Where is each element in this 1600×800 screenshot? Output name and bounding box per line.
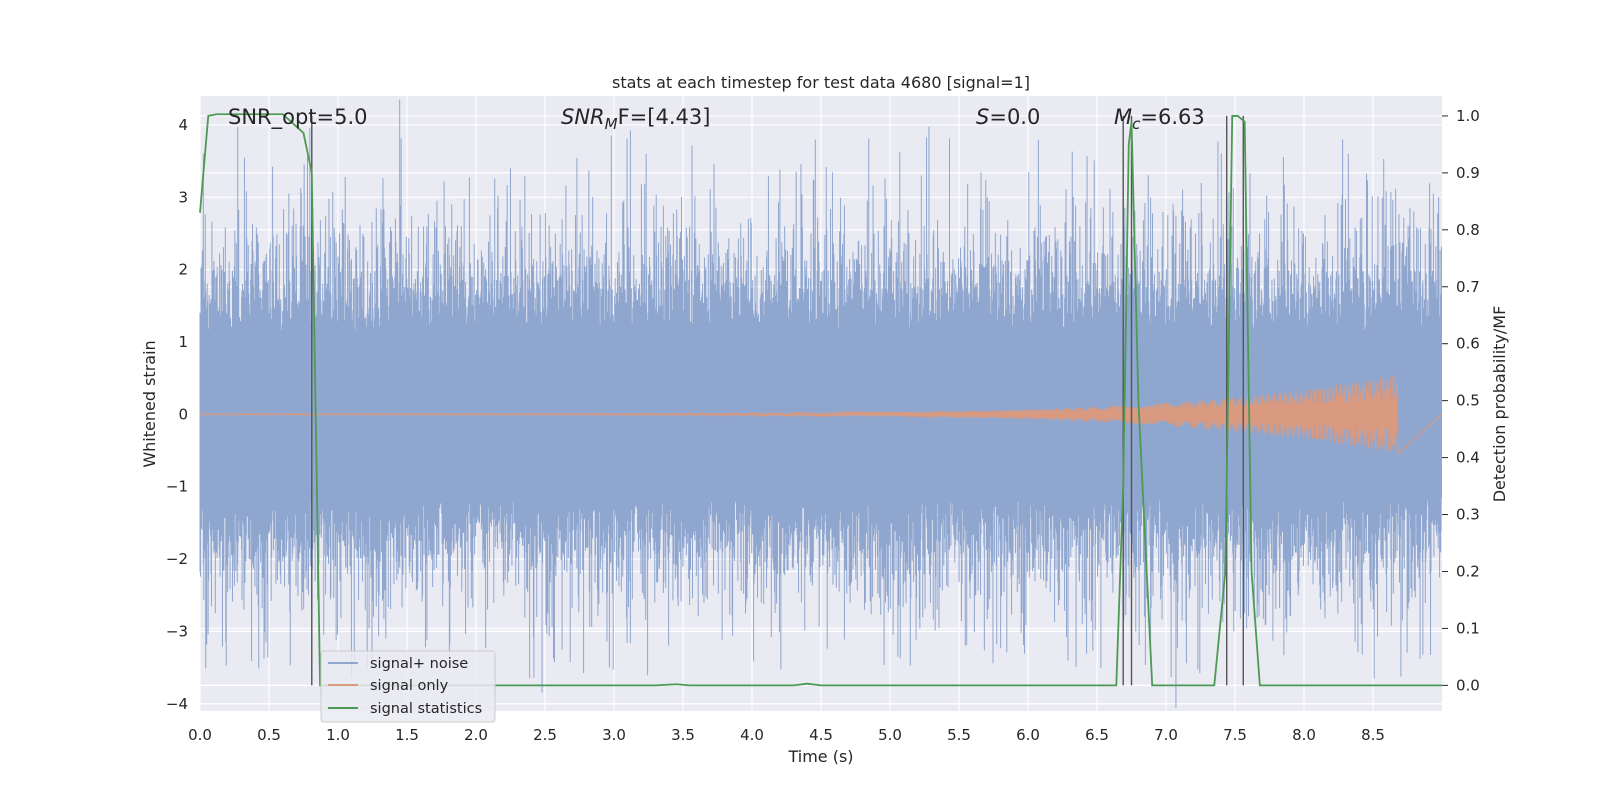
left-y-tick-labels: 4 3 2 1 0 −1 −2 −3 −4 <box>166 116 188 713</box>
legend-label-signal-only: signal only <box>370 678 449 694</box>
x-tick-label: 2.0 <box>464 726 488 744</box>
x-tick-label: 1.5 <box>395 726 419 744</box>
right-y-tick-label: 0.0 <box>1456 676 1480 694</box>
annotation-s: S=0.0 <box>976 105 1040 129</box>
x-tick-label: 4.5 <box>809 726 833 744</box>
legend-label-signal-noise: signal+ noise <box>370 656 468 672</box>
right-y-tick-label: 0.7 <box>1456 278 1480 296</box>
x-axis-label: Time (s) <box>787 747 853 766</box>
mc-symbol: M <box>1114 105 1132 129</box>
right-y-tick-label: 1.0 <box>1456 107 1480 125</box>
s-value: =0.0 <box>989 105 1040 129</box>
left-y-tick-label: −4 <box>166 695 188 713</box>
series-signal-statistics <box>199 113 1442 687</box>
s-symbol: S <box>976 105 989 129</box>
probability-trace <box>199 113 1442 687</box>
annotation-snr-opt: SNR_opt=5.0 <box>228 105 368 130</box>
left-y-tick-label: 3 <box>178 188 188 206</box>
x-tick-label: 7.5 <box>1223 726 1247 744</box>
right-y-tick-label: 0.9 <box>1456 164 1480 182</box>
right-y-tick-label: 0.6 <box>1456 335 1480 353</box>
x-tick-label: 2.5 <box>533 726 557 744</box>
x-tick-label: 6.0 <box>1016 726 1040 744</box>
legend-label-signal-statistics: signal statistics <box>370 701 482 717</box>
series-signal-only <box>199 375 1443 456</box>
x-tick-label: 8.5 <box>1361 726 1385 744</box>
x-tick-label: 0.0 <box>188 726 212 744</box>
left-y-tick-label: 4 <box>178 116 188 134</box>
right-y-tick-label: 0.3 <box>1456 506 1480 524</box>
left-y-tick-label: −1 <box>166 478 188 496</box>
left-y-tick-label: 2 <box>178 261 188 279</box>
right-y-tick-label: 0.1 <box>1456 619 1480 637</box>
x-tick-label: 4.0 <box>740 726 764 744</box>
x-tick-label: 5.0 <box>878 726 902 744</box>
legend-box <box>320 650 496 723</box>
x-tick-labels: 0.0 0.5 1.0 1.5 2.0 2.5 3.0 3.5 4.0 4.5 5.0 5.5 6.0 6… <box>188 726 1385 744</box>
right-y-tick-label: 0.5 <box>1456 392 1480 410</box>
snr-mf-value: F=[4.43] <box>618 105 711 129</box>
chart-title: stats at each timestep for test data 468… <box>612 73 1030 92</box>
mc-subscript: c <box>1132 115 1141 133</box>
x-tick-label: 3.5 <box>671 726 695 744</box>
x-tick-label: 0.5 <box>257 726 281 744</box>
x-tick-label: 6.5 <box>1085 726 1109 744</box>
chirp-trace <box>199 375 1443 456</box>
right-y-tick-label: 0.2 <box>1456 562 1480 580</box>
annotation-mc: Mc=6.63 <box>1114 105 1205 133</box>
left-y-tick-label: −2 <box>166 550 188 568</box>
left-y-tick-label: 1 <box>178 333 188 351</box>
right-y-tick-labels: 1.0 0.9 0.8 0.7 0.6 0.5 0.4 0.3 0.2 0.1 0.0 <box>1442 107 1480 694</box>
snr-mf-subscript: M <box>605 115 618 133</box>
annotation-snr-mf: SNRMF=[4.43] <box>561 105 710 133</box>
right-y-tick-label: 0.8 <box>1456 221 1480 239</box>
right-y-tick-label: 0.4 <box>1456 449 1480 467</box>
x-tick-label: 1.0 <box>326 726 350 744</box>
left-y-axis-label: Whitened strain <box>140 340 159 467</box>
x-tick-label: 8.0 <box>1292 726 1316 744</box>
x-tick-label: 5.5 <box>947 726 971 744</box>
snr-mf-symbol: SNR <box>561 105 605 129</box>
left-y-tick-label: −3 <box>166 622 188 640</box>
mc-value: =6.63 <box>1140 105 1204 129</box>
legend: signal+ noise signal only signal statist… <box>320 650 496 723</box>
x-tick-label: 3.0 <box>602 726 626 744</box>
right-y-axis-label: Detection probability/MF <box>1490 306 1509 503</box>
x-tick-label: 7.0 <box>1154 726 1178 744</box>
left-y-tick-label: 0 <box>178 405 188 423</box>
